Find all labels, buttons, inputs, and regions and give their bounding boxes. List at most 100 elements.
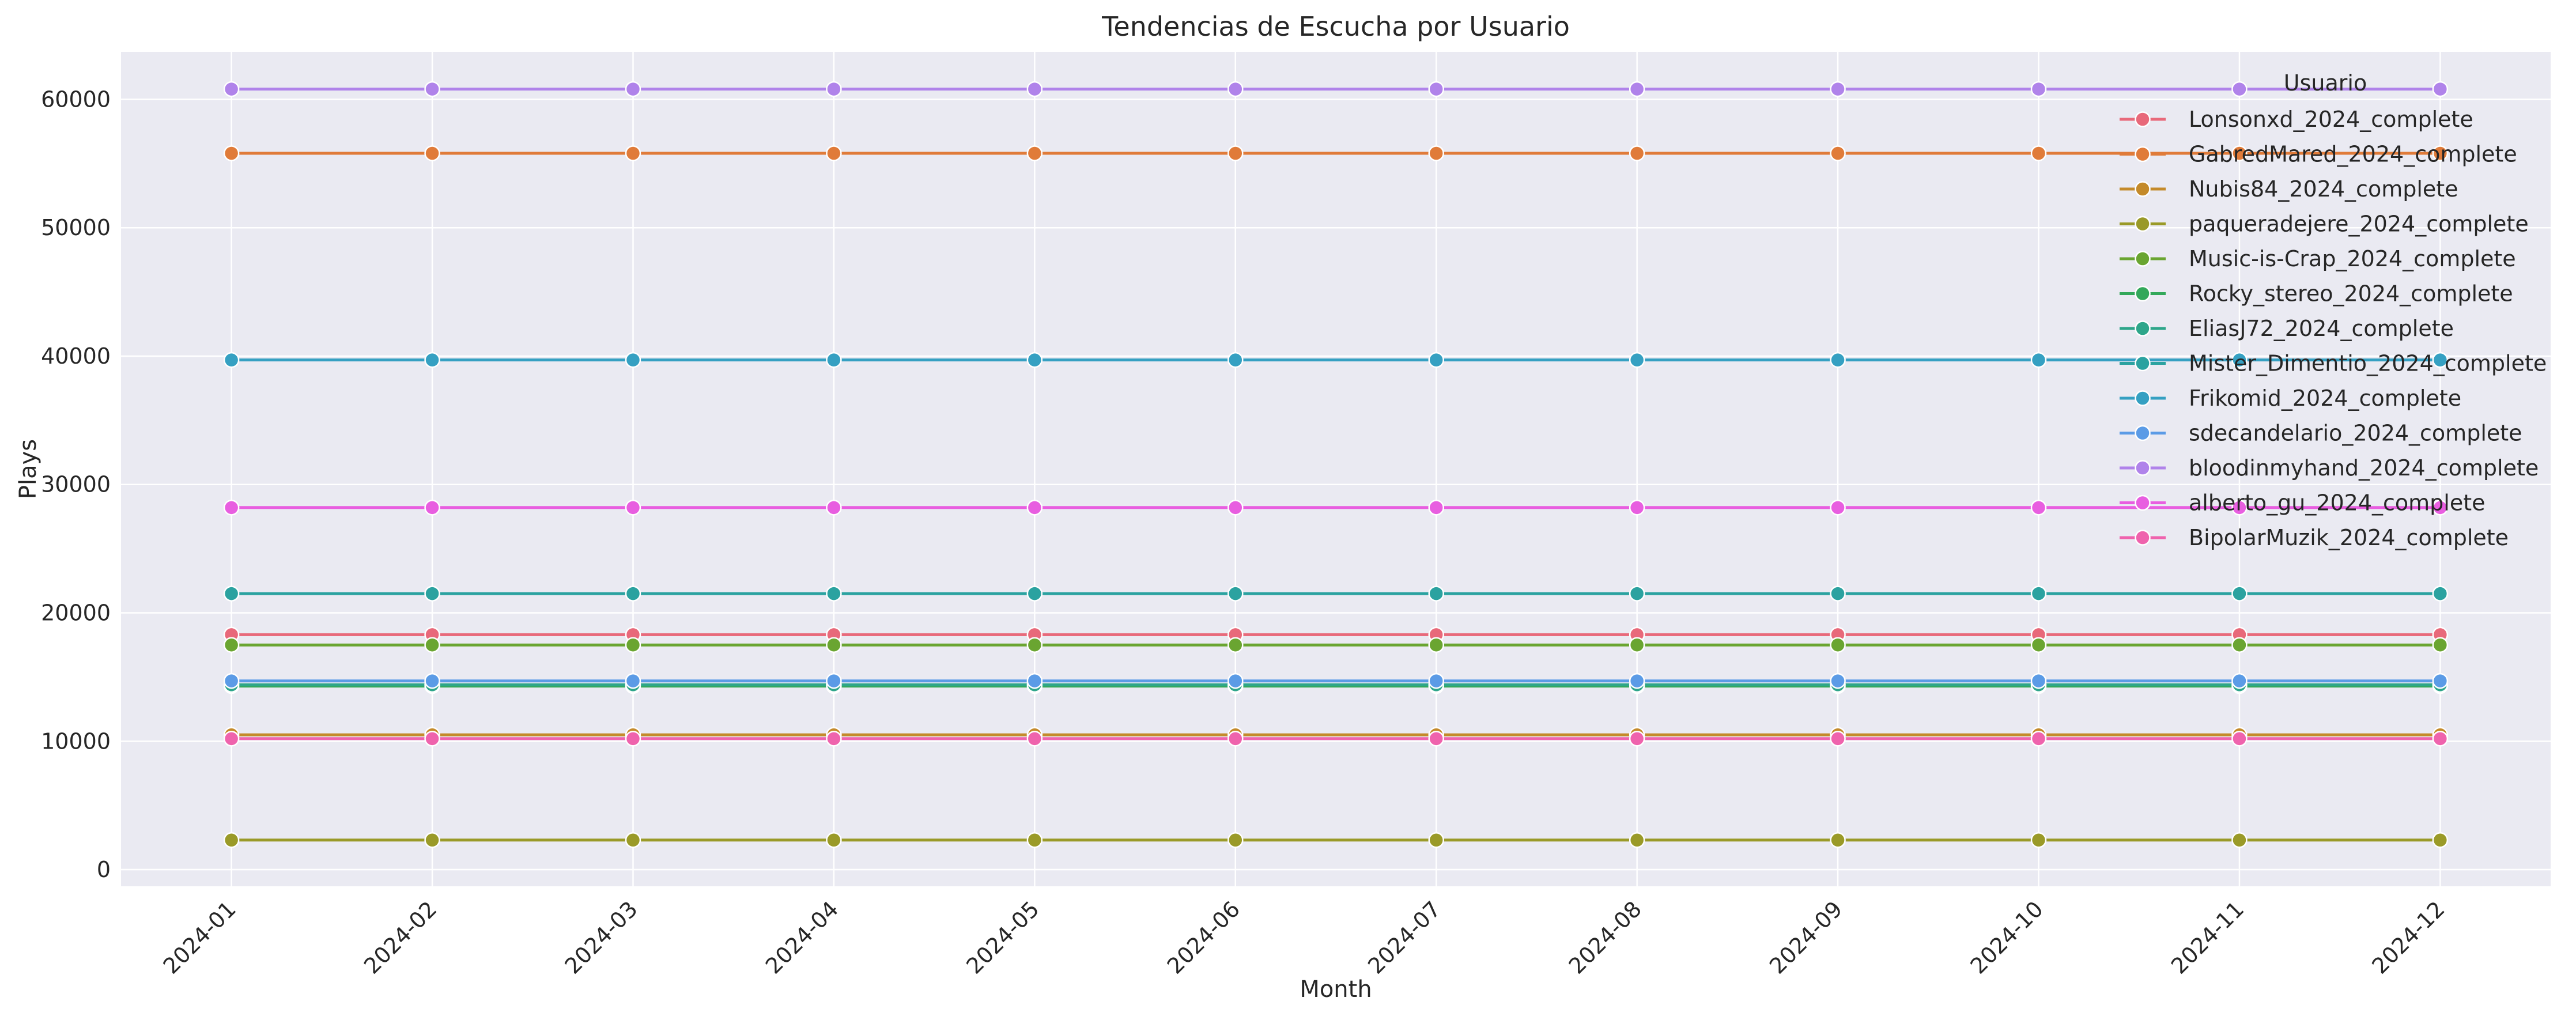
data-point <box>1830 145 1846 161</box>
y-tick-label: 60000 <box>41 86 111 112</box>
y-tick-label: 50000 <box>41 215 111 240</box>
series-bloodinmyhand_2024_complete <box>223 81 2449 97</box>
legend-marker <box>2135 111 2151 127</box>
data-point <box>2231 500 2248 516</box>
series-BipolarMuzik_2024_complete <box>223 731 2449 747</box>
data-point <box>1830 81 1846 97</box>
data-point <box>223 500 240 516</box>
legend: Usuario Lonsonxd_2024_complete GabredMare… <box>2120 70 2547 550</box>
data-point <box>1629 81 1645 97</box>
legend-label: bloodinmyhand_2024_complete <box>2189 455 2539 481</box>
data-point <box>1026 352 1043 368</box>
data-point <box>625 585 641 602</box>
data-point <box>1629 145 1645 161</box>
data-point <box>1428 500 1444 516</box>
data-point <box>826 352 842 368</box>
y-axis-ticks: 0 10000 20000 30000 40000 50000 60000 <box>41 86 111 882</box>
data-point <box>2432 673 2449 689</box>
gridlines <box>121 52 2551 886</box>
data-point <box>2432 731 2449 747</box>
legend-marker <box>2135 425 2151 441</box>
legend-item: bloodinmyhand_2024_complete <box>2120 455 2539 481</box>
legend-label: Frikomid_2024_complete <box>2189 386 2461 411</box>
data-point <box>1830 637 1846 653</box>
data-point <box>2231 731 2248 747</box>
data-point <box>2030 585 2047 602</box>
data-point <box>424 731 440 747</box>
data-point <box>1428 832 1444 848</box>
series-sdecandelario_2024_complete <box>223 673 2449 689</box>
data-point <box>1428 145 1444 161</box>
y-tick-label: 30000 <box>41 472 111 497</box>
data-point <box>826 731 842 747</box>
data-point <box>1026 673 1043 689</box>
legend-title: Usuario <box>2284 70 2367 96</box>
data-point <box>1026 145 1043 161</box>
data-point <box>1227 145 1244 161</box>
data-point <box>826 832 842 848</box>
legend-label: Rocky_stereo_2024_complete <box>2189 281 2513 307</box>
data-point <box>2030 145 2047 161</box>
data-point <box>424 832 440 848</box>
legend-label: Lonsonxd_2024_complete <box>2189 107 2473 132</box>
legend-item: Nubis84_2024_complete <box>2120 176 2458 202</box>
legend-label: GabredMared_2024_complete <box>2189 142 2517 167</box>
data-point <box>625 81 641 97</box>
data-point <box>826 673 842 689</box>
data-point <box>1830 585 1846 602</box>
data-point <box>1428 637 1444 653</box>
legend-marker <box>2135 390 2151 406</box>
data-point <box>2432 81 2449 97</box>
data-point <box>424 585 440 602</box>
series-GabredMared_2024_complete <box>223 145 2449 161</box>
legend-item: Mister_Dimentio_2024_complete <box>2120 351 2547 376</box>
data-point <box>2432 352 2449 368</box>
data-point <box>2231 81 2248 97</box>
data-point <box>625 500 641 516</box>
data-point <box>2030 500 2047 516</box>
data-point <box>1026 731 1043 747</box>
data-point <box>424 673 440 689</box>
legend-item: paqueradejere_2024_complete <box>2120 211 2529 237</box>
data-point <box>1026 832 1043 848</box>
data-point <box>424 637 440 653</box>
data-point <box>2030 832 2047 848</box>
data-point <box>1227 731 1244 747</box>
data-point <box>1428 81 1444 97</box>
data-point <box>826 637 842 653</box>
series-Music-is-Crap_2024_complete <box>223 637 2449 653</box>
data-point <box>223 637 240 653</box>
legend-item: BipolarMuzik_2024_complete <box>2120 525 2509 550</box>
data-point <box>2231 832 2248 848</box>
series-paqueradejere_2024_complete <box>223 832 2449 848</box>
series-alberto_gu_2024_complete <box>223 500 2449 516</box>
data-point <box>223 832 240 848</box>
data-point <box>1830 731 1846 747</box>
legend-item: alberto_gu_2024_complete <box>2120 490 2486 516</box>
data-point <box>1830 832 1846 848</box>
data-point <box>1227 637 1244 653</box>
data-point <box>2432 145 2449 161</box>
data-point <box>625 637 641 653</box>
data-point <box>1629 585 1645 602</box>
data-point <box>2231 585 2248 602</box>
data-point <box>1428 585 1444 602</box>
data-point <box>2432 585 2449 602</box>
data-point <box>1830 673 1846 689</box>
data-point <box>1227 832 1244 848</box>
series-lines <box>223 81 2449 848</box>
legend-marker <box>2135 494 2151 511</box>
data-point <box>2432 500 2449 516</box>
legend-marker <box>2135 530 2151 546</box>
data-point <box>1026 585 1043 602</box>
data-point <box>223 352 240 368</box>
legend-label: alberto_gu_2024_complete <box>2189 490 2486 516</box>
data-point <box>625 145 641 161</box>
legend-label: paqueradejere_2024_complete <box>2189 211 2529 237</box>
data-point <box>1026 81 1043 97</box>
data-point <box>1428 731 1444 747</box>
data-point <box>826 145 842 161</box>
data-point <box>625 731 641 747</box>
legend-label: Mister_Dimentio_2024_complete <box>2189 351 2547 376</box>
data-point <box>2432 637 2449 653</box>
